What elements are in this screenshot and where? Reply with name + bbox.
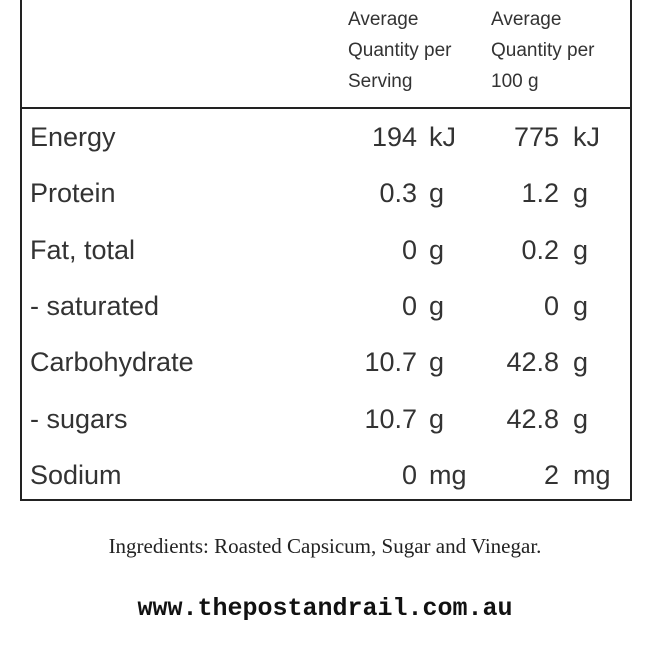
per-100g-amount: 2 [543,459,559,490]
nutrient-name: - sugars [30,403,128,434]
per-100g-amount: 0.2 [521,234,559,265]
per-100g-unit: g [573,347,589,378]
nutrient-name: Sodium [30,459,122,490]
header-divider [22,107,630,109]
per-100g-amount: 1.2 [521,178,559,209]
nutrient-name: Energy [30,122,116,152]
per-100g-amount: 775 [513,122,559,152]
website-url: www.thepostandrail.com.au [137,594,513,623]
serving-amount: 10.7 [364,403,417,434]
nutrition-table: Average Quantity per Serving Average Qua… [20,0,632,501]
nutrient-name: - saturated [30,290,160,321]
per-100g-amount: 42.8 [506,347,559,378]
serving-unit: g [429,347,445,378]
per-100g-unit: g [573,178,589,209]
serving-amount: 194 [371,122,417,152]
serving-amount: 0 [401,459,417,490]
nutrient-name: Carbohydrate [30,347,194,378]
serving-unit: g [429,403,445,434]
serving-amount: 0.3 [379,178,417,209]
serving-unit: g [429,234,445,265]
serving-unit: g [429,178,445,209]
column-header: Average Quantity per Serving [348,9,452,92]
serving-unit: g [429,290,445,321]
nutrient-name: Protein [30,178,116,209]
nutrient-name: Fat, total [30,234,136,265]
serving-unit: mg [429,459,467,490]
serving-amount: 0 [401,290,417,321]
per-100g-unit: g [573,290,589,321]
per-100g-unit: kJ [573,122,600,152]
per-100g-amount: 0 [543,290,559,321]
column-header: Average Quantity per 100 g [491,9,595,92]
per-100g-unit: g [573,234,589,265]
serving-unit: kJ [429,122,456,152]
ingredients: Ingredients: Roasted Capsicum, Sugar and… [108,534,542,558]
per-100g-unit: mg [573,459,611,490]
per-100g-unit: g [573,403,589,434]
serving-amount: 0 [401,234,417,265]
per-100g-amount: 42.8 [506,403,559,434]
serving-amount: 10.7 [364,347,417,378]
